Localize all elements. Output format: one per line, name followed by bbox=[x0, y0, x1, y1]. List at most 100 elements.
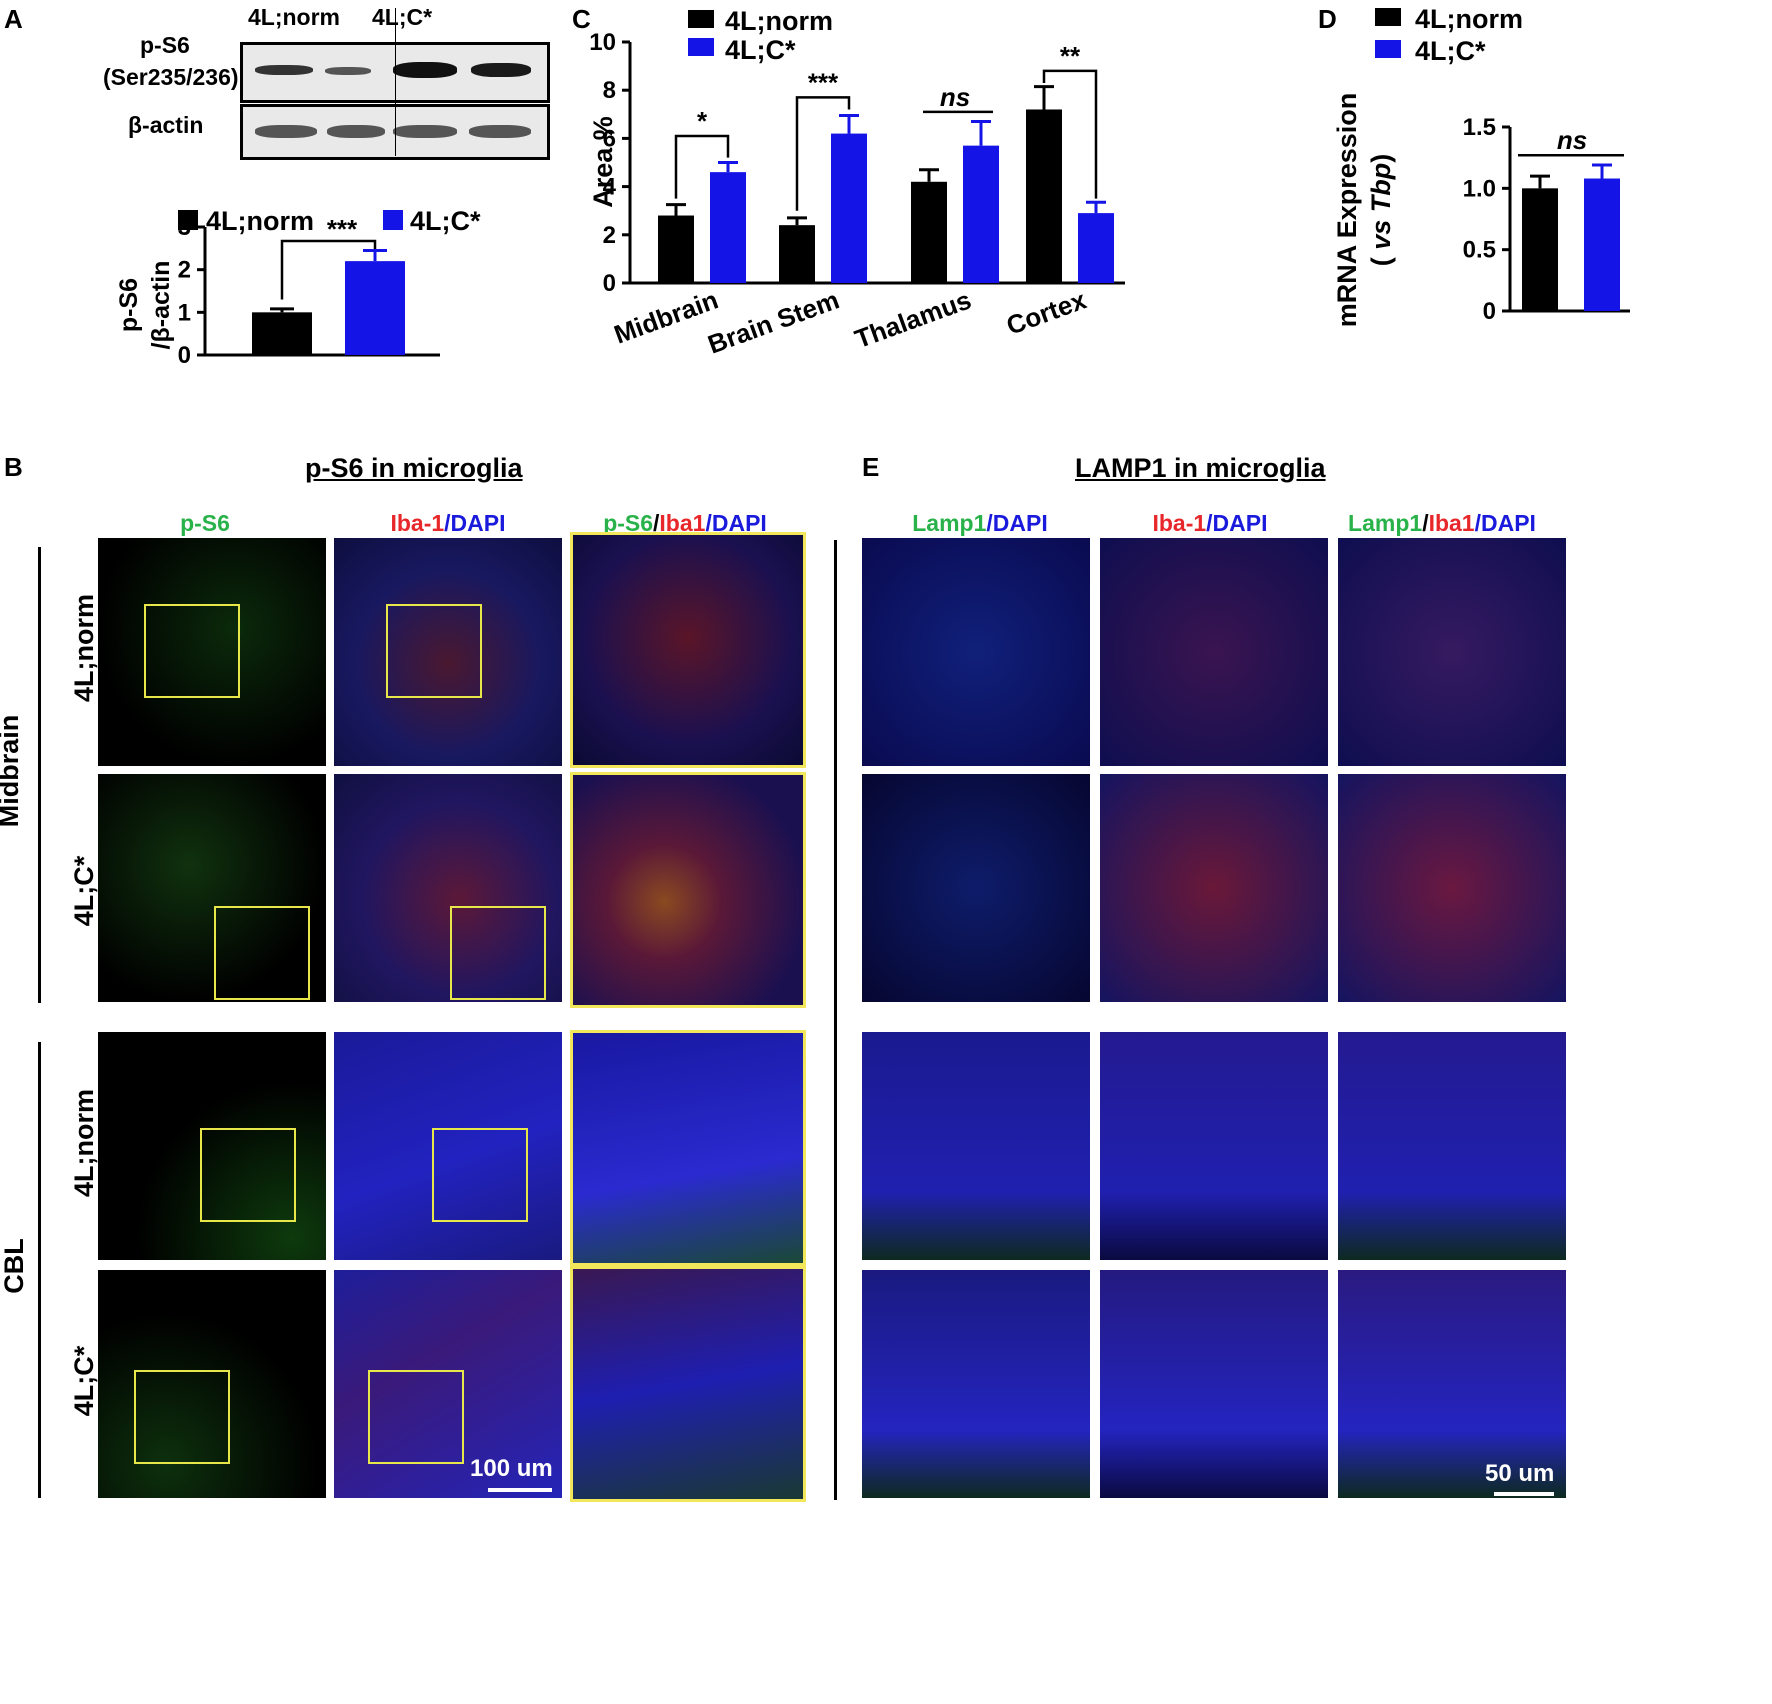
blot-lane-cstar: 4L;C* bbox=[372, 4, 433, 30]
e-r4-lamp bbox=[862, 1270, 1090, 1498]
panel-b-col1-head: p-S6 bbox=[180, 510, 230, 536]
b-r4-ps6 bbox=[98, 1270, 326, 1498]
chart-c-bar bbox=[963, 145, 999, 283]
panel-e-col3-head: Lamp1/Iba1/DAPI bbox=[1348, 510, 1536, 536]
legend-d-norm: 4L;norm bbox=[1415, 4, 1523, 34]
panel-e-title: LAMP1 in microglia bbox=[1075, 453, 1326, 483]
panel-e-letter: E bbox=[862, 452, 880, 482]
chart-c-sig-bracket bbox=[1042, 69, 1098, 199]
chart-d-ytick-label: 1.0 bbox=[1463, 175, 1496, 202]
chart-c-category-label: Brain Stem bbox=[704, 284, 843, 359]
panel-e-col2-head: Iba-1/DAPI bbox=[1152, 510, 1268, 536]
panel-e-col1-head: Lamp1/DAPI bbox=[912, 510, 1048, 536]
panel-b-letter: B bbox=[4, 452, 23, 482]
e-r1-merge bbox=[1338, 538, 1566, 766]
legend-a-swatch-cstar bbox=[383, 210, 403, 230]
e-r2-merge bbox=[1338, 774, 1566, 1002]
b-e-separator bbox=[834, 540, 837, 1500]
chart-c-sig-label: * bbox=[697, 106, 708, 136]
blot-lane-norm: 4L;norm bbox=[248, 4, 340, 30]
midbrain-bracket bbox=[38, 547, 41, 1003]
chart-c-sig-label: ** bbox=[1060, 41, 1081, 71]
e-r1-lamp bbox=[862, 538, 1090, 766]
b-r3-ps6 bbox=[98, 1032, 326, 1260]
row-label-1: 4L;norm bbox=[69, 594, 99, 702]
chart-c-ytick-label: 6 bbox=[603, 125, 616, 152]
row-label-2: 4L;C* bbox=[69, 855, 99, 927]
chart-c-ytick-label: 2 bbox=[603, 222, 616, 249]
chart-d-ytick-label: 1.5 bbox=[1463, 114, 1496, 141]
e-r4-merge bbox=[1338, 1270, 1566, 1498]
chart-a: 4L;norm 4L;C* 0 1 2 3 *** bbox=[178, 206, 481, 369]
chart-c-ytick-label: 4 bbox=[603, 174, 617, 201]
blot-label-ser: (Ser235/236) bbox=[103, 64, 239, 90]
legend-a-cstar: 4L;C* bbox=[410, 206, 481, 236]
b-r3-iba bbox=[334, 1032, 562, 1260]
legend-a-norm: 4L;norm bbox=[206, 206, 314, 236]
legend-c-norm: 4L;norm bbox=[725, 6, 833, 36]
chart-d-ylabel: mRNA Expression ( vs Tbp) bbox=[1330, 65, 1400, 355]
panel-d-letter: D bbox=[1318, 4, 1337, 34]
chart-c-bar bbox=[658, 215, 694, 283]
chart-d: 4L;norm 4L;C* 0 0.5 1.0 1.5 ns bbox=[1375, 4, 1630, 325]
chart-c-ytick-label: 8 bbox=[603, 77, 616, 104]
panel-b-col2-head: Iba-1/DAPI bbox=[390, 510, 506, 536]
b-r3-merge bbox=[570, 1030, 806, 1266]
panel-b-scale-label: 100 um bbox=[470, 1455, 553, 1482]
e-r3-iba bbox=[1100, 1032, 1328, 1260]
legend-c-swatch-cstar bbox=[688, 38, 714, 56]
b-r1-iba bbox=[334, 538, 562, 766]
panel-c-letter: C bbox=[572, 4, 591, 34]
b-r1-merge bbox=[570, 532, 806, 768]
chart-a-ytick-label: 0 bbox=[178, 342, 191, 369]
b-r4-iba bbox=[334, 1270, 562, 1498]
panel-b-title: p-S6 in microglia bbox=[305, 453, 523, 483]
e-r2-iba bbox=[1100, 774, 1328, 1002]
b-r1-ps6 bbox=[98, 538, 326, 766]
legend-d-swatch-cstar bbox=[1375, 40, 1401, 58]
chart-a-ytick-label: 1 bbox=[178, 299, 191, 326]
row-label-3: 4L;norm bbox=[69, 1089, 99, 1197]
blot-label-actin: β-actin bbox=[128, 112, 204, 138]
chart-a-ytick-label: 2 bbox=[178, 257, 191, 284]
e-r3-merge bbox=[1338, 1032, 1566, 1260]
chart-c-bar bbox=[1026, 109, 1062, 283]
region-midbrain: Midbrain bbox=[0, 714, 24, 828]
chart-d-sig-label: ns bbox=[1557, 125, 1587, 155]
e-r4-iba bbox=[1100, 1270, 1328, 1498]
panel-a-letter: A bbox=[4, 4, 23, 34]
chart-c-sig-label: ns bbox=[940, 82, 970, 112]
chart-c-bar bbox=[779, 225, 815, 283]
chart-a-sig-label: *** bbox=[327, 214, 358, 244]
b-r2-iba bbox=[334, 774, 562, 1002]
b-r2-merge bbox=[570, 772, 806, 1008]
blot-label-ps6: p-S6 bbox=[140, 32, 190, 58]
cbl-bracket bbox=[38, 1042, 41, 1498]
chart-a-bar-norm bbox=[252, 312, 312, 355]
chart-c-ytick-label: 10 bbox=[589, 29, 616, 56]
panel-e-scale-bar bbox=[1494, 1492, 1554, 1496]
b-r2-ps6 bbox=[98, 774, 326, 1002]
chart-a-ylabel-line1: p-S6 bbox=[115, 277, 143, 333]
chart-c-category-label: Midbrain bbox=[610, 284, 722, 349]
chart-d-ylabel-line2: ( vs Tbp) bbox=[1366, 153, 1396, 267]
chart-c-ylabel: Area % bbox=[588, 116, 618, 208]
e-r1-iba bbox=[1100, 538, 1328, 766]
legend-c-swatch-norm bbox=[688, 10, 714, 28]
chart-d-bar-norm bbox=[1522, 188, 1558, 311]
chart-d-bar-cstar bbox=[1584, 178, 1620, 311]
chart-c-category-label: Thalamus bbox=[851, 284, 975, 354]
chart-a-ytick-label: 3 bbox=[178, 214, 191, 241]
chart-d-ylabel-line1: mRNA Expression bbox=[1332, 92, 1362, 328]
chart-c-bar bbox=[710, 172, 746, 283]
e-r2-lamp bbox=[862, 774, 1090, 1002]
chart-c-bar bbox=[1078, 213, 1114, 283]
panel-b-scale-bar bbox=[488, 1488, 552, 1492]
chart-a-ylabel: p-S6 /β-actin bbox=[113, 205, 183, 405]
chart-c-sig-bracket bbox=[795, 96, 851, 211]
legend-a-swatch-norm bbox=[178, 210, 198, 230]
chart-c-sig-bracket bbox=[674, 134, 730, 199]
blot-divider bbox=[395, 8, 396, 156]
chart-a-bar-cstar bbox=[345, 261, 405, 355]
